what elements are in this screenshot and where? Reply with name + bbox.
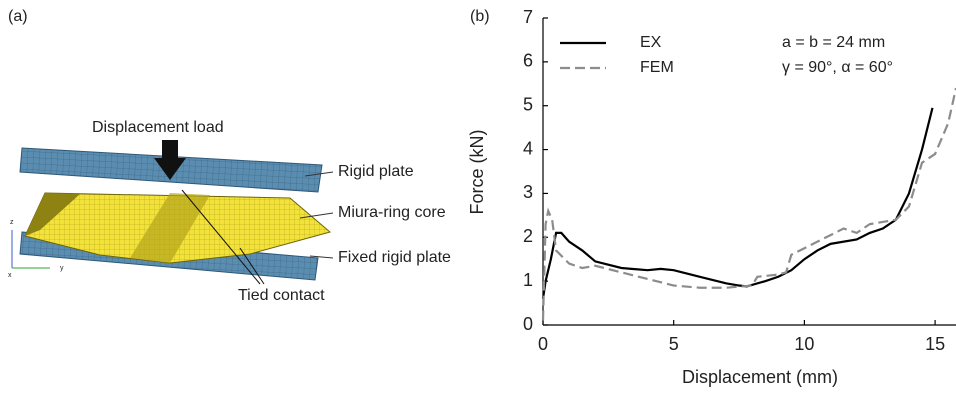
legend-label: EX (640, 34, 662, 51)
label: Miura-ring core (338, 204, 446, 221)
annotation: γ = 90°, α = 60° (782, 59, 893, 76)
x-axis-label: Displacement (mm) (682, 367, 838, 387)
y-tick-label: 6 (523, 51, 533, 71)
label: Rigid plate (338, 163, 414, 180)
y-tick-label: 7 (523, 7, 533, 27)
x-tick-label: 10 (794, 334, 814, 354)
x-tick-label: 0 (538, 334, 548, 354)
label: Fixed rigid plate (338, 249, 451, 266)
y-tick-label: 1 (523, 270, 533, 290)
axis-glyph-label: z (10, 219, 14, 226)
x-tick-label: 15 (925, 334, 945, 354)
figure: (a) Displacement load Rigid plate Miura-… (0, 0, 956, 395)
y-tick-label: 4 (523, 138, 533, 158)
series-line (543, 88, 956, 320)
y-axis-label: Force (kN) (467, 130, 487, 215)
y-tick-label: 5 (523, 94, 533, 114)
label: Tied contact (238, 287, 325, 304)
y-tick-label: 2 (523, 226, 533, 246)
y-tick-label: 3 (523, 182, 533, 202)
load-arrow (162, 140, 178, 158)
series-line (543, 108, 932, 299)
axis-glyph-label: y (60, 265, 64, 272)
axis-glyph-label: x (8, 272, 12, 279)
panel-label: (b) (470, 8, 490, 25)
x-tick-label: 5 (669, 334, 679, 354)
panel-label: (a) (8, 8, 28, 25)
legend-label: FEM (640, 59, 674, 76)
y-tick-label: 0 (523, 314, 533, 334)
annotation: a = b = 24 mm (782, 34, 885, 51)
label: Displacement load (92, 119, 224, 136)
